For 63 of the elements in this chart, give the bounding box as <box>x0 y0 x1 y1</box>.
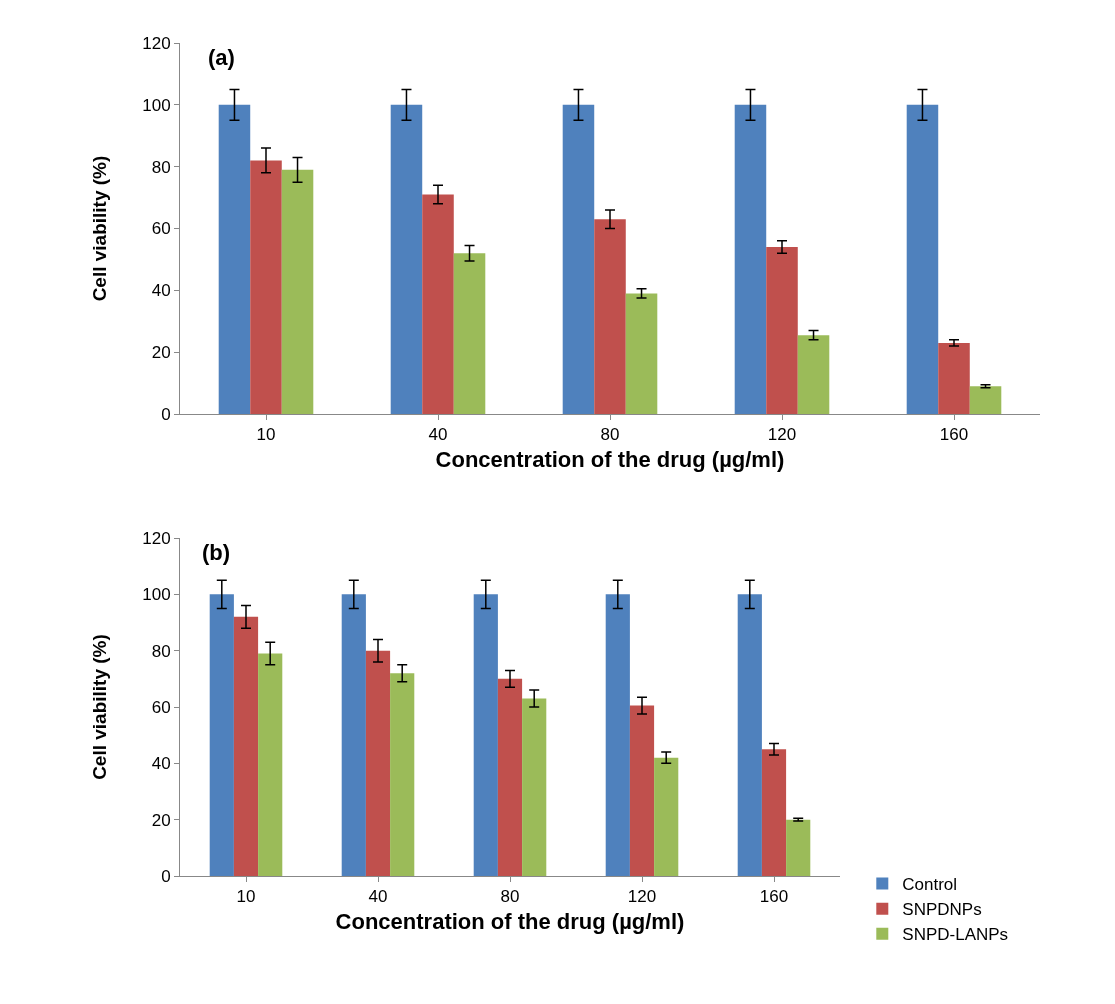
bar <box>766 247 798 414</box>
legend-label: Control <box>902 875 958 895</box>
y-tick-label: 80 <box>151 157 171 177</box>
y-tick-label: 0 <box>161 404 171 424</box>
bar <box>390 104 423 414</box>
y-tick-label: 20 <box>151 343 171 363</box>
bar <box>453 253 486 414</box>
bar <box>473 594 498 876</box>
y-tick-label: 60 <box>151 219 171 239</box>
y-tick-label: 0 <box>161 866 171 886</box>
x-axis-title: Concentration of the drug (µg/ml) <box>335 909 685 935</box>
bar <box>737 594 762 876</box>
x-tick-label: 120 <box>627 887 657 907</box>
bar <box>594 219 626 414</box>
bar <box>734 104 767 414</box>
legend-label: SNPD-LANPs <box>902 925 1009 945</box>
bar <box>654 757 679 876</box>
bar <box>422 194 454 414</box>
bar <box>341 594 366 876</box>
y-tick-label: 40 <box>151 281 171 301</box>
bar <box>390 673 415 876</box>
bar <box>562 104 595 414</box>
y-tick-label: 100 <box>142 585 171 605</box>
y-tick-label: 40 <box>151 754 171 774</box>
bar <box>629 705 655 876</box>
bar <box>969 386 1002 414</box>
y-axis-title: Cell viability (%) <box>89 155 111 302</box>
bar <box>233 616 259 876</box>
y-tick-label: 120 <box>142 528 171 548</box>
x-tick-label: 80 <box>500 887 520 907</box>
y-axis-title: Cell viability (%) <box>89 634 111 780</box>
x-tick-label: 80 <box>600 425 620 445</box>
x-tick-label: 10 <box>236 887 256 907</box>
x-tick-label: 160 <box>939 425 969 445</box>
x-tick-label: 160 <box>759 887 789 907</box>
bar <box>938 342 970 414</box>
x-tick-label: 40 <box>428 425 448 445</box>
bar <box>209 594 234 876</box>
bar <box>761 749 787 876</box>
bar <box>625 293 658 414</box>
y-tick-label: 60 <box>151 697 171 717</box>
y-tick-label: 100 <box>142 95 171 115</box>
bar <box>250 160 282 414</box>
x-axis-title: Concentration of the drug (µg/ml) <box>435 447 785 473</box>
x-tick-label: 40 <box>368 887 388 907</box>
y-tick-label: 120 <box>142 33 171 53</box>
bar <box>497 678 523 876</box>
bar <box>906 104 939 414</box>
bar <box>522 698 547 876</box>
chart-title: (b) <box>202 540 231 565</box>
y-tick-label: 20 <box>151 810 171 830</box>
chart-title: (a) <box>208 45 235 70</box>
legend-label: SNPDNPs <box>902 900 982 920</box>
bar <box>786 819 811 876</box>
bar <box>281 169 314 414</box>
x-tick-label: 10 <box>256 425 276 445</box>
y-tick-label: 80 <box>151 641 171 661</box>
bar <box>258 653 283 876</box>
bar <box>365 650 391 876</box>
bar <box>605 594 630 876</box>
bar <box>797 335 830 414</box>
bar <box>218 104 251 414</box>
x-tick-label: 120 <box>767 425 797 445</box>
